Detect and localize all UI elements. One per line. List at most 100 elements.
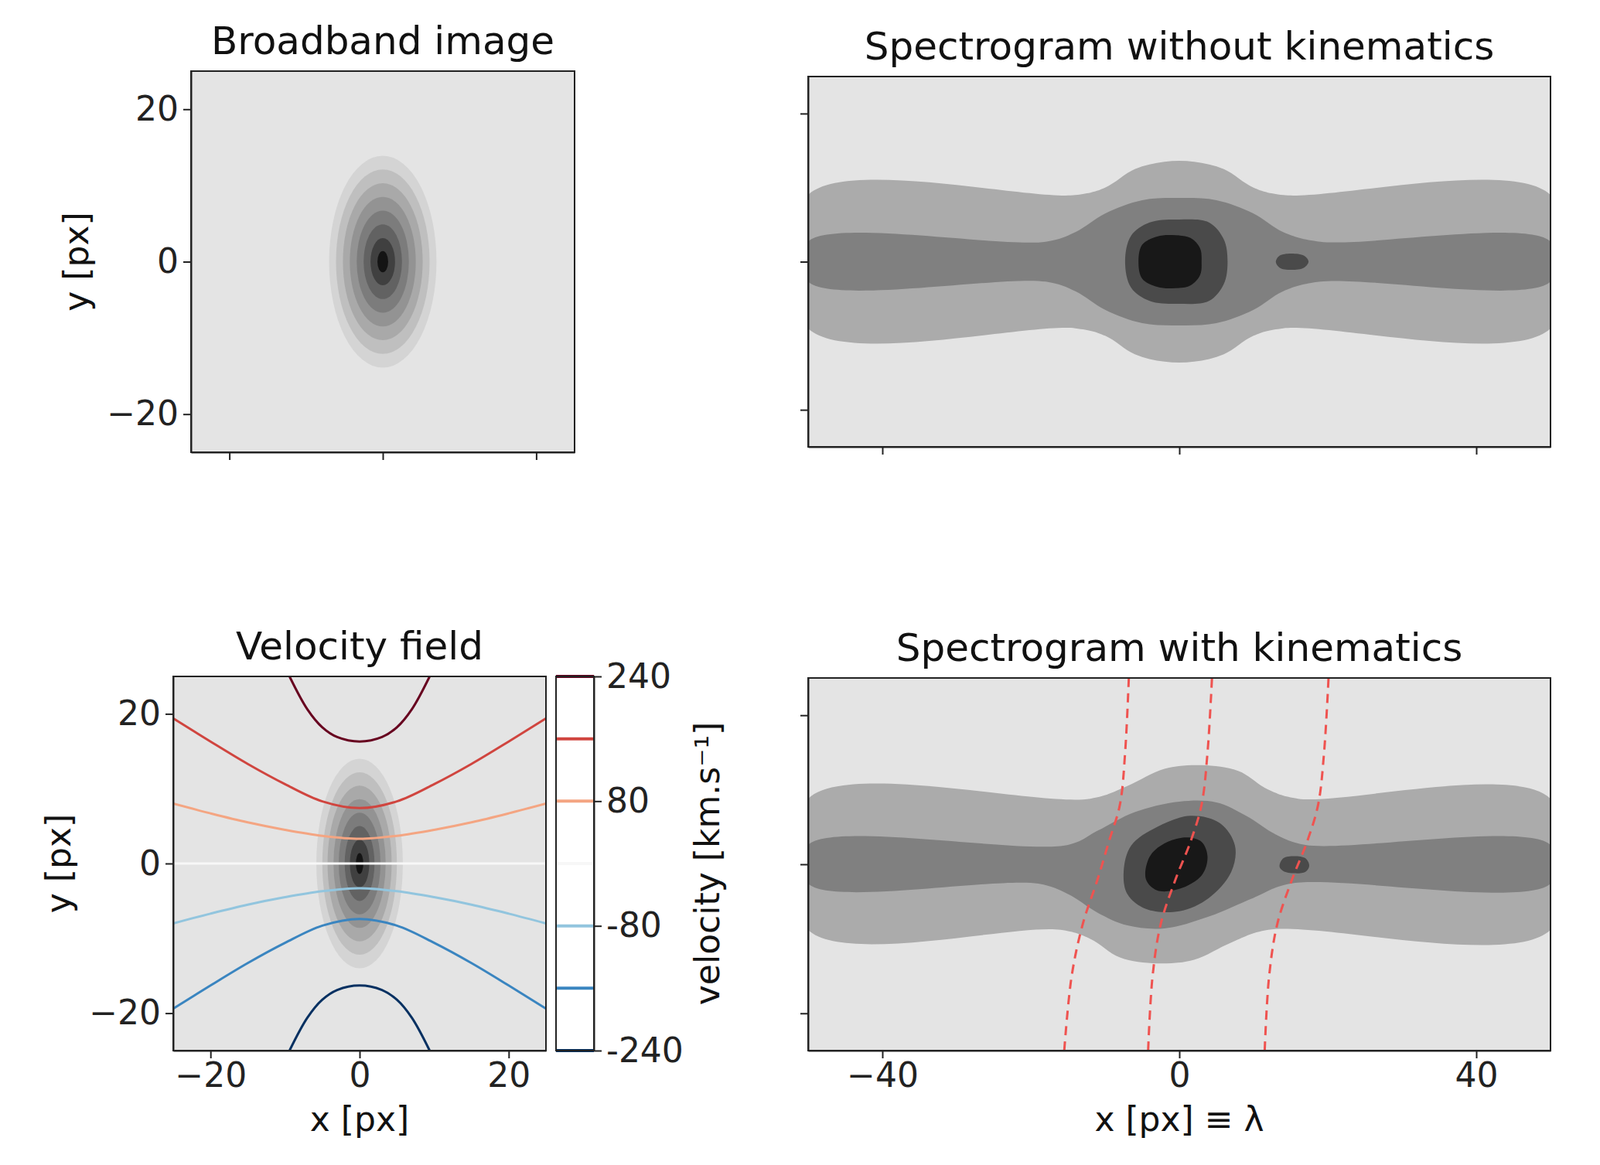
figure: −20020Broadband imagey [px]Spectrogram w… xyxy=(0,0,1600,1165)
colorbar-tick-label: 240 xyxy=(606,656,672,696)
x-tick-label: 40 xyxy=(1455,1055,1499,1096)
x-tick-mark xyxy=(228,452,231,461)
y-tick-label: 20 xyxy=(117,693,161,734)
contour-level xyxy=(363,224,403,300)
colorbar: 240 80 -80 -240velocity [km.s⁻¹] xyxy=(556,656,727,1071)
x-axis-title: x [px] ≡ λ xyxy=(1094,1099,1264,1140)
x-tick-label: −20 xyxy=(174,1055,247,1096)
y-tick-mark xyxy=(800,1013,809,1015)
frame xyxy=(808,678,1551,1051)
title: Spectrogram without kinematics xyxy=(864,23,1495,69)
frame xyxy=(808,76,1551,447)
panel: −40 0 40 Spectrogram with kinematics x [px] … xyxy=(788,625,1570,1140)
colorbar-tick-mark xyxy=(593,925,602,928)
panel: Spectrogram without kinematics xyxy=(788,23,1571,455)
y-tick-mark xyxy=(183,413,192,416)
x-axis: −40 0 40 xyxy=(808,1050,1552,1096)
y-tick-mark xyxy=(800,261,809,263)
x-axis-title: x [px] xyxy=(310,1099,410,1140)
x-axis xyxy=(191,452,576,461)
colorbar-tick: -80 xyxy=(593,905,662,945)
y-axis xyxy=(800,77,809,448)
frame xyxy=(191,71,575,453)
y-tick xyxy=(800,113,809,115)
colorbar-tick-mark xyxy=(593,801,602,803)
contour-level xyxy=(377,251,389,273)
contour-line xyxy=(289,676,430,742)
colorbar-tick-mark xyxy=(593,1050,602,1053)
y-axis xyxy=(800,678,809,1052)
colorbar-tick-mark xyxy=(593,676,602,679)
y-tick-label: 0 xyxy=(139,843,161,884)
y-tick-label: −20 xyxy=(88,992,161,1033)
plot-area xyxy=(808,678,1551,1051)
plot-background xyxy=(173,676,546,1051)
y-tick-mark xyxy=(800,864,809,867)
contour-line xyxy=(173,718,546,809)
y-tick-mark xyxy=(800,715,809,717)
x-tick xyxy=(1179,446,1181,455)
x-tick xyxy=(535,452,537,461)
colorbar-level xyxy=(556,862,594,866)
contour-level xyxy=(370,238,396,286)
y-tick xyxy=(800,409,809,411)
colorbar-level xyxy=(556,799,594,803)
y-tick: −20 xyxy=(106,393,192,434)
y-tick xyxy=(800,262,809,263)
x-tick: −20 xyxy=(174,1050,247,1096)
y-tick-label: −20 xyxy=(106,393,179,434)
x-tick-mark xyxy=(535,452,538,461)
y-tick xyxy=(800,1013,809,1015)
y-tick-mark xyxy=(183,109,192,111)
x-tick-mark xyxy=(1476,446,1478,455)
dashed-line xyxy=(1148,678,1213,1051)
title: Spectrogram with kinematics xyxy=(896,625,1464,671)
x-tick xyxy=(882,446,884,455)
y-tick-mark xyxy=(800,409,809,412)
x-axis xyxy=(808,446,1552,455)
x-tick-mark xyxy=(882,446,884,455)
colorbar-title: velocity [km.s⁻¹] xyxy=(687,722,727,1006)
y-tick: 0 xyxy=(156,241,192,281)
contour-region xyxy=(808,801,1551,930)
x-tick-label: 0 xyxy=(1169,1055,1191,1096)
plot-area xyxy=(329,155,437,368)
x-tick: 0 xyxy=(1169,1050,1191,1096)
colorbar-axis: 240 80 -80 -240 xyxy=(593,656,684,1071)
dashed-line xyxy=(1064,678,1130,1051)
x-tick-label: −40 xyxy=(846,1055,919,1096)
contour-region xyxy=(808,197,1551,326)
x-tick-mark xyxy=(382,452,385,461)
x-tick-label: 20 xyxy=(487,1055,531,1096)
contour-level xyxy=(329,155,437,368)
y-axis: −20 0 20 xyxy=(106,71,192,454)
title: Velocity field xyxy=(235,624,484,669)
colorbar-tick-label: 80 xyxy=(606,781,650,821)
y-tick-label: 0 xyxy=(156,241,179,281)
colorbar-tick: 80 xyxy=(593,781,650,821)
x-tick xyxy=(1476,446,1478,455)
colorbar-tick: 240 xyxy=(593,656,672,696)
y-tick-mark xyxy=(800,112,809,115)
y-tick xyxy=(800,864,809,866)
y-tick: 20 xyxy=(135,88,192,129)
x-tick-label: 0 xyxy=(349,1055,372,1096)
contour-region xyxy=(1123,815,1236,913)
contour-region xyxy=(1279,856,1310,874)
y-tick: 0 xyxy=(139,843,174,884)
colorbar-tick-label: -240 xyxy=(606,1030,684,1071)
title: Broadband image xyxy=(211,18,555,64)
contour-line xyxy=(289,985,430,1051)
contour-level xyxy=(349,197,416,328)
colorbar-level xyxy=(556,924,594,928)
x-tick: 40 xyxy=(1455,1050,1499,1096)
y-tick xyxy=(800,715,809,717)
y-tick-mark xyxy=(183,261,192,263)
x-axis: −20 0 20 xyxy=(173,1050,547,1096)
x-tick xyxy=(382,452,384,461)
y-tick-label: 20 xyxy=(135,88,179,129)
contour-level xyxy=(342,183,423,341)
colorbar-level xyxy=(556,986,594,990)
plot-background xyxy=(191,71,575,453)
y-tick-mark xyxy=(165,713,174,716)
